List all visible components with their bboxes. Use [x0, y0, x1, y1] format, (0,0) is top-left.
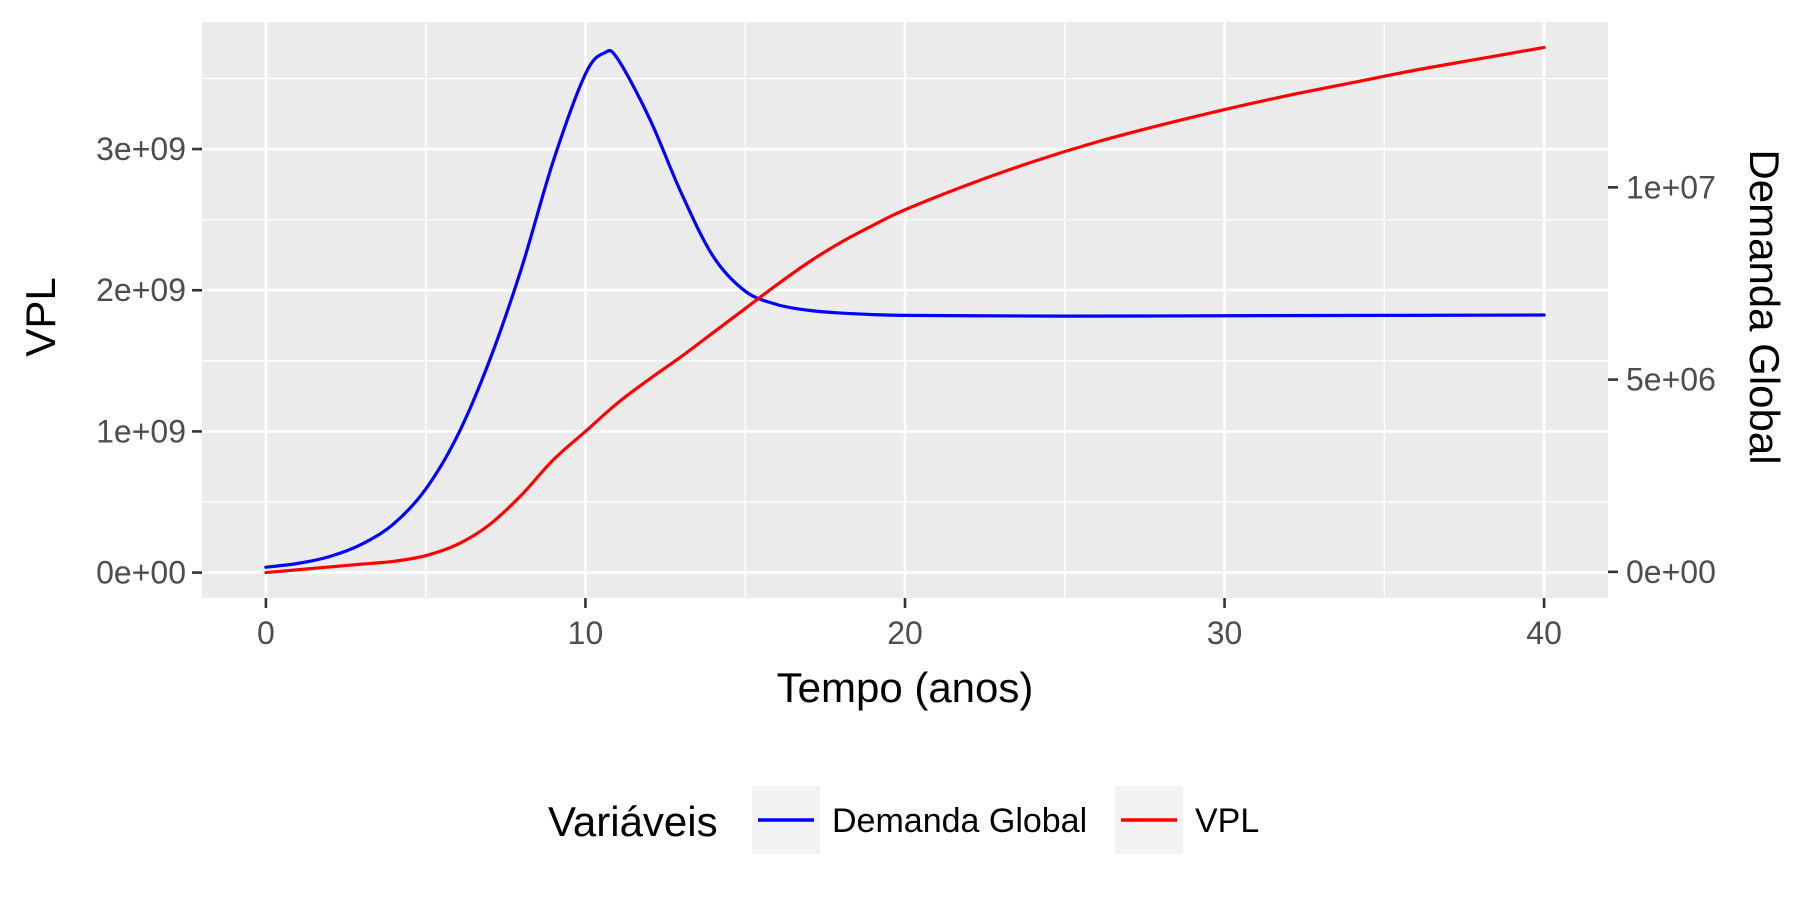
- x-tick-label: 0: [257, 615, 275, 651]
- y-tick-label: 3e+09: [96, 131, 186, 167]
- legend-title: Variáveis: [548, 798, 718, 845]
- y2-axis-title: Demanda Global: [1741, 149, 1788, 464]
- x-tick-label: 20: [887, 615, 923, 651]
- x-axis-title: Tempo (anos): [777, 664, 1034, 711]
- y-tick-label: 2e+09: [96, 272, 186, 308]
- legend: Variáveis Demanda Global VPL: [548, 786, 1259, 854]
- y2-tick-label: 5e+06: [1626, 362, 1716, 398]
- legend-label-vpl: VPL: [1195, 802, 1259, 840]
- x-tick-label: 10: [568, 615, 604, 651]
- series-line-vpl: [264, 45, 1546, 575]
- y2-tick-label: 0e+00: [1626, 554, 1716, 590]
- series-line-demanda-global: [264, 48, 1546, 569]
- major-grid: [202, 22, 1608, 598]
- legend-label-demanda-global: Demanda Global: [832, 802, 1087, 840]
- x-axis: 0 10 20 30 40: [257, 598, 1562, 651]
- y2-tick-label: 1e+07: [1626, 169, 1716, 205]
- right-axis: 0e+00 5e+06 1e+07: [1608, 169, 1716, 590]
- y-tick-label: 0e+00: [96, 555, 186, 591]
- left-axis: 0e+00 1e+09 2e+09 3e+09: [96, 131, 202, 591]
- y-tick-label: 1e+09: [96, 413, 186, 449]
- series-layer: [264, 45, 1546, 575]
- x-tick-label: 40: [1526, 615, 1562, 651]
- y-axis-title: VPL: [17, 277, 64, 356]
- x-tick-label: 30: [1207, 615, 1243, 651]
